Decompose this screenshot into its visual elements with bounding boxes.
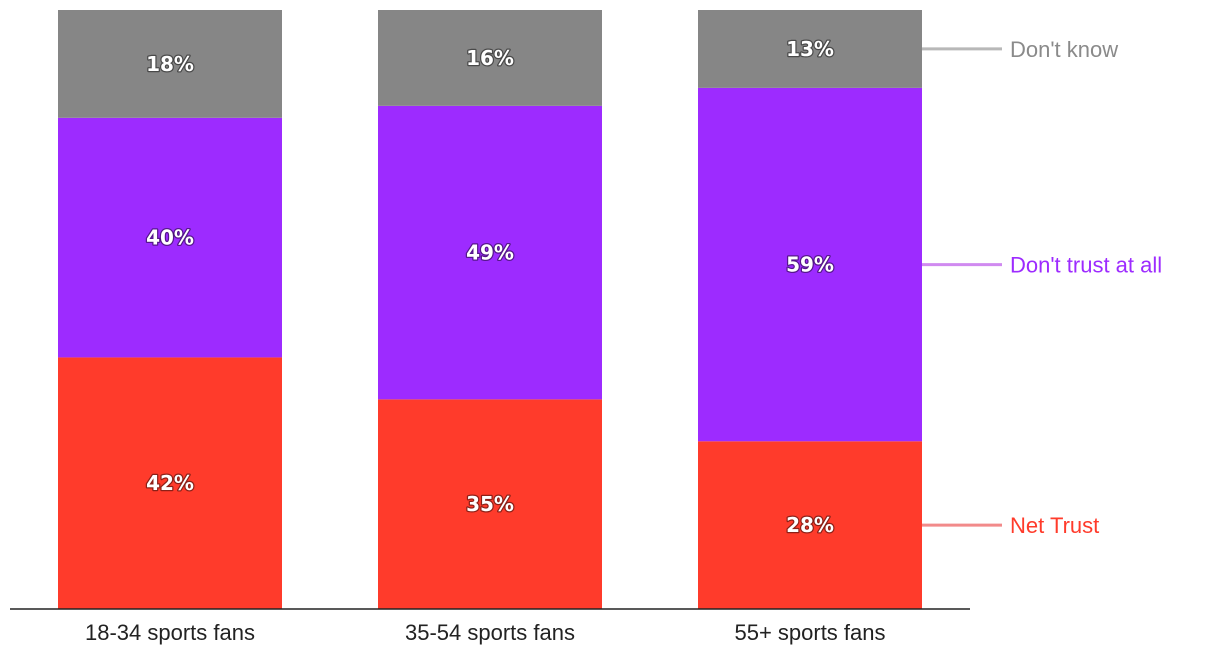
- x-tick-label-18-34-sports-fans: 18-34 sports fans: [85, 620, 255, 645]
- bar-segment-don-t-know-55-sports-fans: [698, 10, 922, 88]
- bar-labels-layer: 42% 40% 18% 35% 49% 16% 28% 59% 13%: [145, 36, 835, 539]
- bar-segment-don-t-know-18-34-sports-fans: [58, 10, 282, 118]
- data-label-don-t-know-35-54-sports-fans: 16%: [466, 46, 514, 70]
- data-label-don-t-trust-at-all-55-sports-fans: 59%: [786, 253, 834, 277]
- bar-segment-net-trust-55-sports-fans: [698, 441, 922, 609]
- data-label-don-t-know-55-sports-fans: 13%: [786, 37, 834, 61]
- bar-segment-net-trust-18-34-sports-fans: [58, 357, 282, 609]
- legend-label-don-t-know: Don't know: [1010, 37, 1118, 62]
- data-label-don-t-trust-at-all-35-54-sports-fans: 49%: [466, 241, 514, 265]
- legend-label-net-trust: Net Trust: [1010, 513, 1099, 538]
- bar-segment-net-trust-35-54-sports-fans: [378, 399, 602, 609]
- data-label-don-t-know-18-34-sports-fans: 18%: [146, 52, 194, 76]
- x-tick-label-35-54-sports-fans: 35-54 sports fans: [405, 620, 575, 645]
- data-label-net-trust-18-34-sports-fans: 42%: [146, 471, 194, 495]
- bars-layer: [58, 10, 922, 609]
- bar-segment-don-t-trust-at-all-18-34-sports-fans: [58, 117, 282, 358]
- bar-segment-don-t-trust-at-all-55-sports-fans: [698, 87, 922, 442]
- x-tick-label-55-sports-fans: 55+ sports fans: [734, 620, 885, 645]
- category-labels-layer: 18-34 sports fans 35-54 sports fans 55+ sp…: [85, 620, 886, 645]
- data-label-net-trust-35-54-sports-fans: 35%: [466, 492, 514, 516]
- legend-label-don-t-trust-at-all: Don't trust at all: [1010, 253, 1162, 278]
- bar-segment-don-t-trust-at-all-35-54-sports-fans: [378, 105, 602, 400]
- data-label-don-t-trust-at-all-18-34-sports-fans: 40%: [146, 226, 194, 250]
- data-label-net-trust-55-sports-fans: 28%: [786, 513, 834, 537]
- bar-segment-don-t-know-35-54-sports-fans: [378, 10, 602, 106]
- legend: Net Trust Don't trust at all Don't know: [922, 37, 1162, 538]
